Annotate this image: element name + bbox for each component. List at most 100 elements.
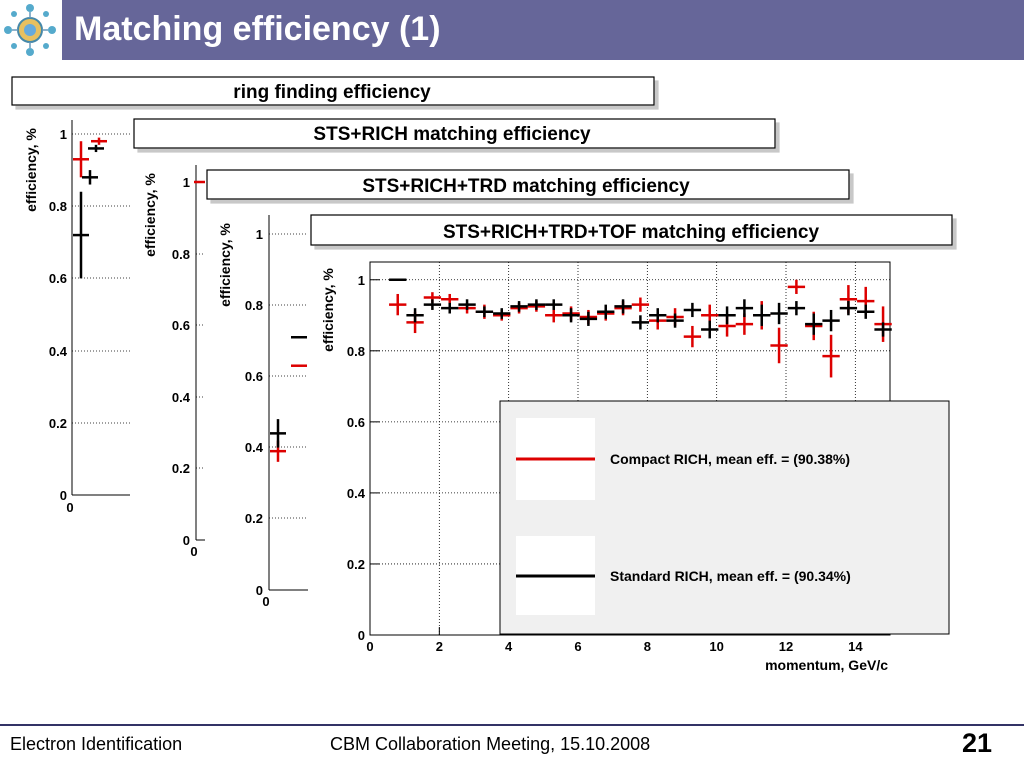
- title-bar: Matching efficiency (1): [62, 0, 1024, 60]
- panel-title-box: [133, 118, 776, 149]
- data-point: [631, 297, 650, 312]
- x-tick-label: 0: [366, 639, 373, 654]
- footer-divider: [0, 724, 1024, 726]
- y-tick-label: 0.2: [172, 461, 190, 476]
- legend-entry: Standard RICH, mean eff. = (90.34%): [610, 568, 851, 584]
- x-tick-label: 10: [709, 639, 723, 654]
- data-point: [822, 309, 840, 332]
- data-point: [579, 311, 598, 326]
- data-point: [718, 306, 736, 325]
- y-tick-label: 0: [358, 628, 365, 643]
- data-point: [597, 304, 615, 319]
- y-tick-label: 0.4: [245, 440, 264, 455]
- data-point: [91, 137, 107, 145]
- y-tick-label: 0: [183, 533, 190, 548]
- y-tick-label: 0.8: [49, 199, 67, 214]
- data-point: [527, 299, 546, 310]
- x-tick-label: 12: [779, 639, 793, 654]
- data-point: [649, 308, 667, 323]
- y-tick-label: 0: [60, 488, 67, 503]
- data-point: [545, 299, 563, 310]
- x-tick-label: 4: [505, 639, 513, 654]
- y-axis-label: efficiency, %: [142, 173, 158, 257]
- data-point: [82, 170, 98, 185]
- y-tick-label: 0.2: [49, 416, 67, 431]
- chart-title-box: [310, 214, 953, 246]
- y-tick-label: 0.6: [49, 271, 67, 286]
- data-point: [735, 299, 754, 318]
- panel-title-box: [206, 169, 850, 200]
- data-point: [441, 302, 459, 314]
- data-point: [683, 302, 702, 318]
- page-number: 21: [961, 728, 992, 758]
- y-tick-label: 1: [183, 175, 190, 190]
- data-point: [475, 306, 494, 318]
- data-point: [787, 301, 806, 316]
- chart-title: STS+RICH+TRD+TOF matching efficiency: [443, 222, 819, 243]
- data-point: [666, 313, 684, 328]
- panel-main-chart: STS+RICH+TRD+TOF matching efficiency eff…: [308, 214, 954, 684]
- y-tick-label: 0.6: [245, 369, 263, 384]
- data-point: [787, 279, 806, 294]
- footer-center: CBM Collaboration Meeting, 15.10.2008: [330, 734, 651, 754]
- data-point: [389, 293, 407, 316]
- data-point: [770, 302, 788, 325]
- data-point: [770, 327, 788, 364]
- data-point: [73, 191, 89, 279]
- y-tick-label: 1: [256, 227, 263, 242]
- data-point: [545, 308, 563, 323]
- panel-title-box: [11, 76, 655, 106]
- y-tick-label: 1: [60, 127, 67, 142]
- y-tick-label: 0.8: [347, 344, 365, 359]
- data-point: [839, 301, 858, 316]
- panel-title: ring finding efficiency: [233, 82, 431, 103]
- y-tick-label: 0.2: [347, 557, 365, 572]
- data-point: [423, 299, 442, 310]
- y-tick-label: 0.4: [172, 390, 191, 405]
- y-tick-label: 0: [256, 583, 263, 598]
- x-tick-label: 2: [436, 639, 443, 654]
- y-tick-label: 0.6: [347, 415, 365, 430]
- y-tick-label: 0.4: [347, 486, 366, 501]
- x-tick-label: 0: [262, 594, 269, 609]
- data-point: [562, 308, 580, 323]
- x-tick-label: 8: [644, 639, 651, 654]
- x-axis-label: momentum, GeV/c: [765, 657, 888, 673]
- data-point: [614, 299, 632, 314]
- y-axis-label: efficiency, %: [23, 128, 39, 212]
- data-point: [874, 322, 892, 337]
- data-point: [857, 304, 875, 319]
- data-point: [493, 308, 511, 319]
- y-tick-label: 1: [358, 273, 365, 288]
- panel-title: STS+RICH matching efficiency: [313, 124, 591, 145]
- data-point: [753, 304, 771, 326]
- data-point: [631, 315, 650, 330]
- data-point: [683, 325, 702, 348]
- y-tick-label: 0.8: [245, 298, 263, 313]
- data-point: [805, 313, 823, 335]
- x-tick-label: 6: [574, 639, 581, 654]
- cbm-logo-icon: [0, 0, 60, 60]
- data-point: [701, 320, 719, 339]
- panel-title: STS+RICH+TRD matching efficiency: [362, 176, 690, 197]
- legend-entry: Compact RICH, mean eff. = (90.38%): [610, 451, 850, 467]
- data-point: [270, 419, 286, 448]
- slide-title: Matching efficiency (1): [74, 10, 441, 48]
- y-axis-label: efficiency, %: [320, 268, 336, 352]
- legend: Compact RICH, mean eff. = (90.38%) Stand…: [499, 400, 950, 635]
- y-tick-label: 0.4: [49, 344, 68, 359]
- x-tick-label: 0: [66, 500, 73, 515]
- y-tick-label: 0.8: [172, 247, 190, 262]
- data-point: [406, 308, 424, 323]
- efficiency-plots: ring finding efficiency efficiency, % 1 …: [11, 76, 954, 684]
- y-tick-label: 0.6: [172, 318, 190, 333]
- data-point: [458, 299, 476, 310]
- y-tick-label: 0.2: [245, 511, 263, 526]
- y-axis-label: efficiency, %: [217, 223, 233, 307]
- footer-left: Electron Identification: [10, 734, 183, 754]
- x-tick-label: 14: [848, 639, 863, 654]
- data-point: [88, 144, 104, 153]
- data-point: [822, 334, 840, 378]
- data-point: [73, 141, 89, 178]
- x-tick-label: 0: [190, 544, 197, 559]
